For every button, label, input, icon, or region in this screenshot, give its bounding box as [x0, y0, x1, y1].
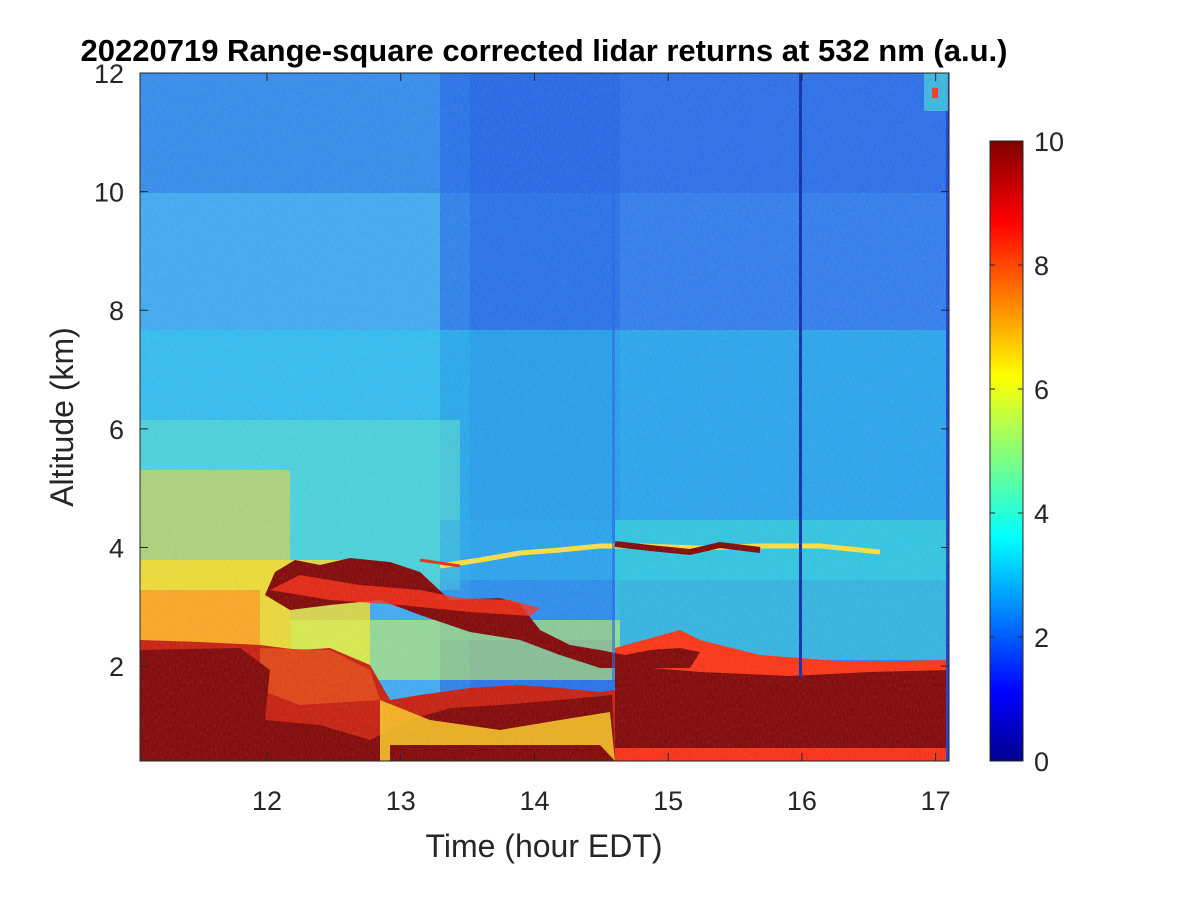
- x-tick-label: 13: [386, 786, 416, 816]
- colorbar-tick-label: 8: [1034, 251, 1049, 281]
- colorbar-tick-label: 6: [1034, 375, 1049, 405]
- chart-title: 20220719 Range-square corrected lidar re…: [81, 33, 1008, 68]
- colorbar-tick-label: 0: [1034, 747, 1049, 777]
- y-axis-label: Altitude (km): [44, 327, 80, 507]
- colorbar-tick-label: 2: [1034, 623, 1049, 653]
- y-axis: 2 4 6 8 10 12: [94, 59, 949, 682]
- x-axis-label: Time (hour EDT): [425, 828, 662, 864]
- x-tick-label: 17: [921, 786, 951, 816]
- colorbar-tick-label: 10: [1034, 127, 1064, 157]
- colorbar-ticks: 0 2 4 6 8 10: [990, 127, 1064, 777]
- heatmap-image: [140, 73, 949, 761]
- y-tick-label: 6: [109, 415, 124, 445]
- y-tick-label: 4: [109, 533, 124, 563]
- y-tick-label: 12: [94, 59, 124, 89]
- plot-frame: [139, 72, 950, 762]
- y-tick-label: 10: [94, 178, 124, 208]
- y-tick-label: 8: [109, 296, 124, 326]
- colorbar: [989, 140, 1024, 762]
- x-tick-label: 12: [252, 786, 282, 816]
- x-tick-label: 16: [787, 786, 817, 816]
- colorbar-tick-label: 4: [1034, 499, 1049, 529]
- x-tick-label: 14: [519, 786, 549, 816]
- x-tick-label: 15: [653, 786, 683, 816]
- x-axis: 12 13 14 15 16 17: [252, 73, 951, 816]
- y-tick-label: 2: [109, 652, 124, 682]
